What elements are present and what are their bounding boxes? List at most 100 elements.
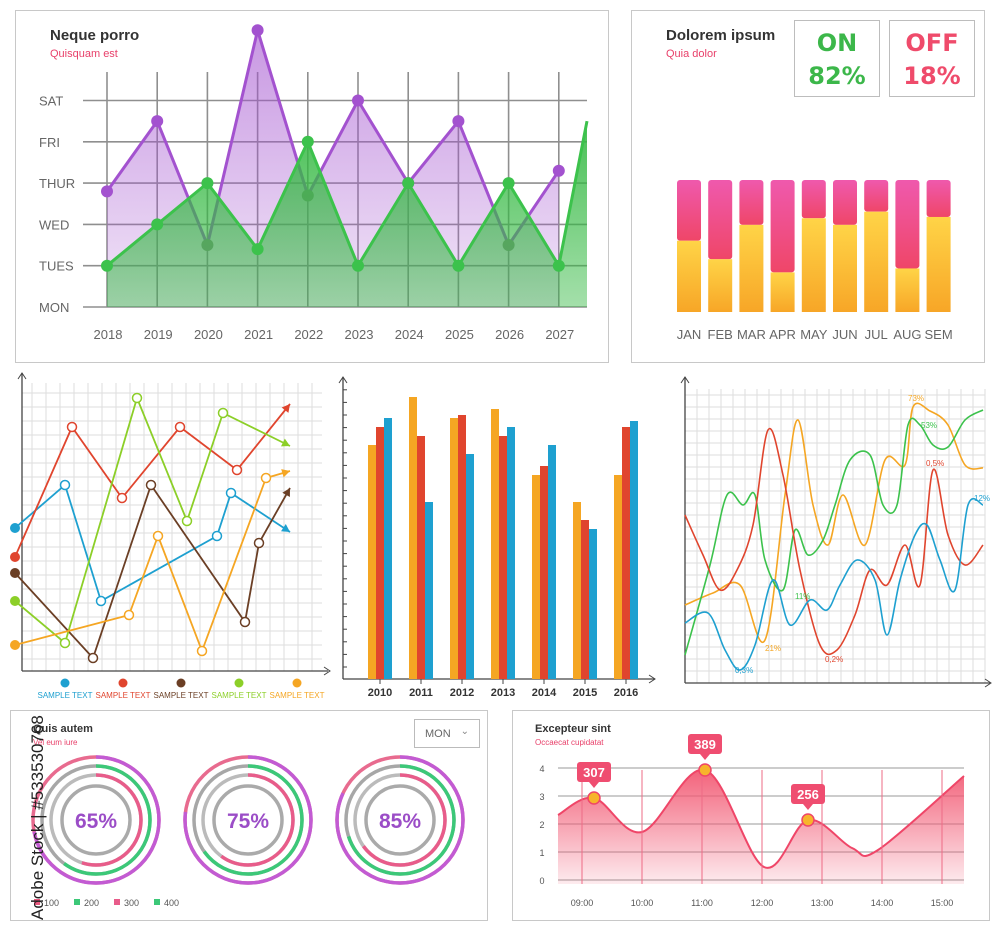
line-blue bbox=[684, 497, 984, 671]
ring-value: 65% bbox=[75, 810, 117, 833]
point-orange bbox=[152, 530, 164, 542]
point-red bbox=[66, 421, 78, 433]
x-tick-label: 11:00 bbox=[691, 898, 713, 908]
on-value: 82% bbox=[808, 62, 866, 90]
legend-label: SAMPLE TEXT bbox=[38, 691, 93, 700]
bar-segment-pink bbox=[895, 180, 920, 269]
panel-subtitle: Occaecat cupidatat bbox=[535, 738, 604, 747]
point-blue bbox=[225, 487, 237, 499]
annotation-label: 73% bbox=[908, 394, 924, 403]
legend-marker bbox=[154, 899, 160, 905]
x-tick-label: APR bbox=[769, 327, 796, 342]
y-tick-label: 2 bbox=[539, 820, 544, 830]
arrow-red bbox=[281, 404, 290, 413]
bar-segment-orange bbox=[895, 268, 920, 312]
bar-orange bbox=[409, 397, 417, 679]
start-point-orange bbox=[10, 640, 20, 650]
legend-marker bbox=[118, 678, 128, 688]
x-tick-label: 2014 bbox=[532, 687, 557, 699]
point-green bbox=[402, 177, 415, 190]
grouped-bar-chart: 2010 2011 2012 2013 2014 2015 2016 bbox=[338, 376, 656, 699]
x-tick-label: 2015 bbox=[573, 687, 597, 699]
x-tick-label: 2011 bbox=[409, 687, 433, 699]
peak-marker bbox=[698, 763, 712, 777]
y-axis-arrow bbox=[338, 376, 348, 384]
y-tick-label: WED bbox=[39, 217, 69, 232]
callout-box bbox=[577, 762, 611, 782]
bar-segment-pink bbox=[770, 180, 795, 273]
y-tick-label: FRI bbox=[39, 135, 60, 150]
bar-segment-orange bbox=[708, 259, 733, 312]
bar-segment-orange bbox=[864, 211, 889, 312]
x-tick-label: 2027 bbox=[545, 327, 574, 342]
line-blue bbox=[14, 483, 291, 603]
y-tick-label: 3 bbox=[539, 792, 544, 802]
panel-title: Neque porro bbox=[50, 27, 140, 44]
area-chart: MON TUES WED THUR FRI SAT 2018 2019 2020 2021 2022… bbox=[39, 24, 589, 342]
panel-subtitle: Quisquam est bbox=[50, 48, 118, 60]
legend-label: 200 bbox=[84, 898, 99, 908]
point-orange bbox=[196, 645, 208, 657]
peak-marker bbox=[801, 813, 815, 827]
point-purple bbox=[352, 94, 364, 107]
legend-marker bbox=[74, 899, 80, 905]
y-tick-label: 4 bbox=[539, 764, 544, 774]
bar-orange bbox=[614, 475, 622, 679]
peak-marker bbox=[587, 791, 601, 805]
legend-marker bbox=[34, 899, 40, 905]
day-dropdown[interactable]: MON ⌄ bbox=[414, 719, 480, 748]
line-brown bbox=[14, 483, 291, 660]
annotation-label: 0,5% bbox=[926, 459, 944, 468]
y-tick-label: 0 bbox=[539, 876, 544, 886]
arrow-orange bbox=[281, 469, 290, 478]
point-red bbox=[116, 492, 128, 504]
point-green bbox=[151, 218, 164, 231]
point-brown bbox=[87, 652, 99, 664]
point-lime bbox=[217, 407, 229, 419]
point-green bbox=[502, 177, 515, 190]
legend-label: SAMPLE TEXT bbox=[212, 691, 267, 700]
legend-marker bbox=[292, 678, 302, 688]
point-lime bbox=[131, 392, 143, 404]
ring-progress bbox=[183, 755, 313, 885]
annotation-label: 21% bbox=[765, 644, 781, 653]
x-tick-label: JUN bbox=[832, 327, 857, 342]
smooth-line-chart: 73% 53% 0,5% 12% 11% 21% 0,2% 0,3% bbox=[680, 376, 992, 688]
x-tick-label: 2016 bbox=[614, 687, 638, 699]
legend-label: SAMPLE TEXT bbox=[270, 691, 325, 700]
bar-blue bbox=[589, 529, 597, 679]
annotation-label: 0,2% bbox=[825, 655, 843, 664]
ring-progress bbox=[353, 773, 447, 867]
point-brown bbox=[239, 616, 251, 628]
ring-track bbox=[60, 784, 132, 856]
ring-charts: 65% 75% 85% 100 200 300 400 bbox=[31, 755, 465, 908]
point-purple bbox=[151, 115, 164, 128]
point-purple bbox=[552, 164, 565, 177]
x-tick-label: 2013 bbox=[491, 687, 515, 699]
bar-red bbox=[581, 520, 589, 679]
bar-blue bbox=[548, 445, 556, 679]
on-indicator: ON 82% bbox=[794, 20, 880, 97]
legend-label: 300 bbox=[124, 898, 139, 908]
y-tick-label: THUR bbox=[39, 176, 75, 191]
arrow-blue bbox=[281, 524, 290, 532]
y-tick-label: 1 bbox=[539, 848, 544, 858]
legend-label: SAMPLE TEXT bbox=[96, 691, 151, 700]
bar-segment-orange bbox=[739, 224, 764, 312]
y-tick-label: SAT bbox=[39, 94, 63, 109]
point-lime bbox=[59, 637, 71, 649]
callout-box bbox=[688, 734, 722, 754]
bar-red bbox=[417, 436, 425, 679]
stock-watermark: Adobe Stock | #533530768 bbox=[28, 715, 47, 920]
line-green bbox=[684, 409, 984, 656]
x-tick-label: 12:00 bbox=[751, 898, 774, 908]
bar-segment-orange bbox=[833, 224, 857, 312]
legend-marker bbox=[176, 678, 186, 688]
x-tick-label: 2010 bbox=[368, 687, 392, 699]
point-green bbox=[552, 259, 565, 272]
ring-progress bbox=[49, 773, 143, 867]
x-tick-label: 2026 bbox=[495, 327, 524, 342]
legend-label: 100 bbox=[44, 898, 59, 908]
callout-value: 307 bbox=[583, 765, 605, 780]
ring-progress bbox=[192, 764, 304, 876]
